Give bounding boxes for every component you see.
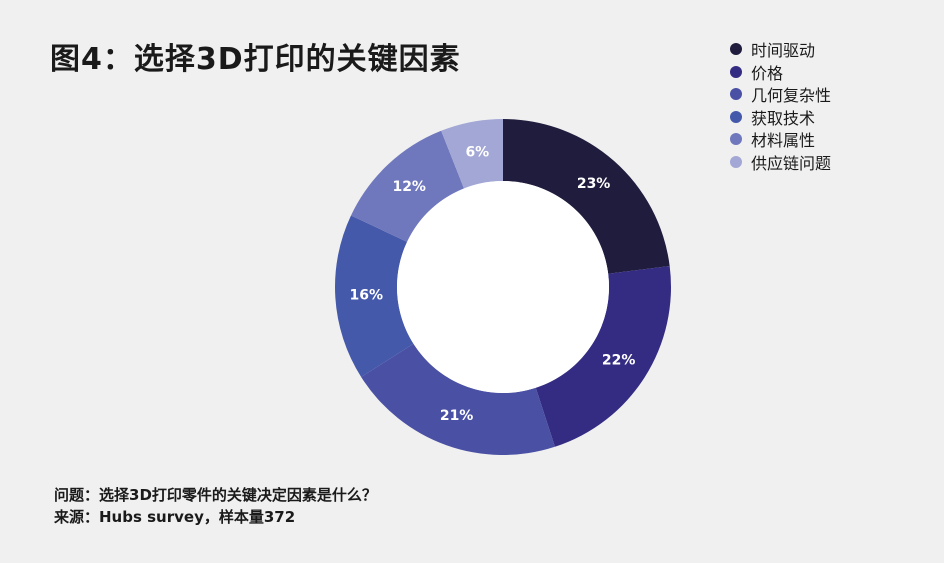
survey-question: 问题：选择3D打印零件的关键决定因素是什么？: [54, 486, 377, 504]
legend-label: 获取技术: [751, 108, 816, 128]
legend-label: 价格: [751, 63, 784, 83]
chart-legend: 时间驱动 价格 几何复杂性 获取技术 材料属性 供应链问题: [730, 38, 831, 173]
legend-item: 获取技术: [730, 106, 831, 129]
legend-item: 材料属性: [730, 128, 831, 151]
legend-item: 时间驱动: [730, 38, 831, 61]
legend-swatch: [730, 88, 742, 101]
legend-label: 几何复杂性: [751, 86, 832, 106]
legend-label: 供应链问题: [751, 153, 832, 173]
donut-slice: [535, 265, 671, 447]
legend-swatch: [730, 133, 742, 146]
donut-slice: [441, 119, 503, 189]
legend-label: 材料属性: [751, 131, 816, 151]
chart-footnote: 问题：选择3D打印零件的关键决定因素是什么？ 来源：Hubs survey，样本…: [54, 484, 377, 528]
legend-item: 几何复杂性: [730, 83, 831, 106]
donut-slice: [350, 130, 464, 242]
slice-label: 16%: [350, 288, 384, 304]
slice-label: 21%: [440, 408, 474, 424]
donut-slice: [335, 215, 414, 378]
slice-label: 23%: [577, 176, 611, 192]
legend-item: 供应链问题: [730, 151, 831, 174]
slice-label: 12%: [392, 179, 426, 195]
slice-label: 22%: [602, 352, 636, 368]
legend-label: 时间驱动: [751, 41, 816, 61]
legend-item: 价格: [730, 61, 831, 84]
slice-label: 6%: [465, 144, 489, 160]
legend-swatch: [730, 43, 742, 56]
legend-swatch: [730, 110, 742, 123]
legend-swatch: [730, 65, 742, 78]
page-title: 图4：选择3D打印的关键因素: [50, 42, 461, 77]
data-source: 来源：Hubs survey，样本量372: [54, 508, 296, 526]
donut-slice: [503, 119, 670, 274]
legend-swatch: [730, 155, 742, 168]
donut-hole: [397, 181, 609, 393]
donut-slice: [361, 343, 555, 455]
